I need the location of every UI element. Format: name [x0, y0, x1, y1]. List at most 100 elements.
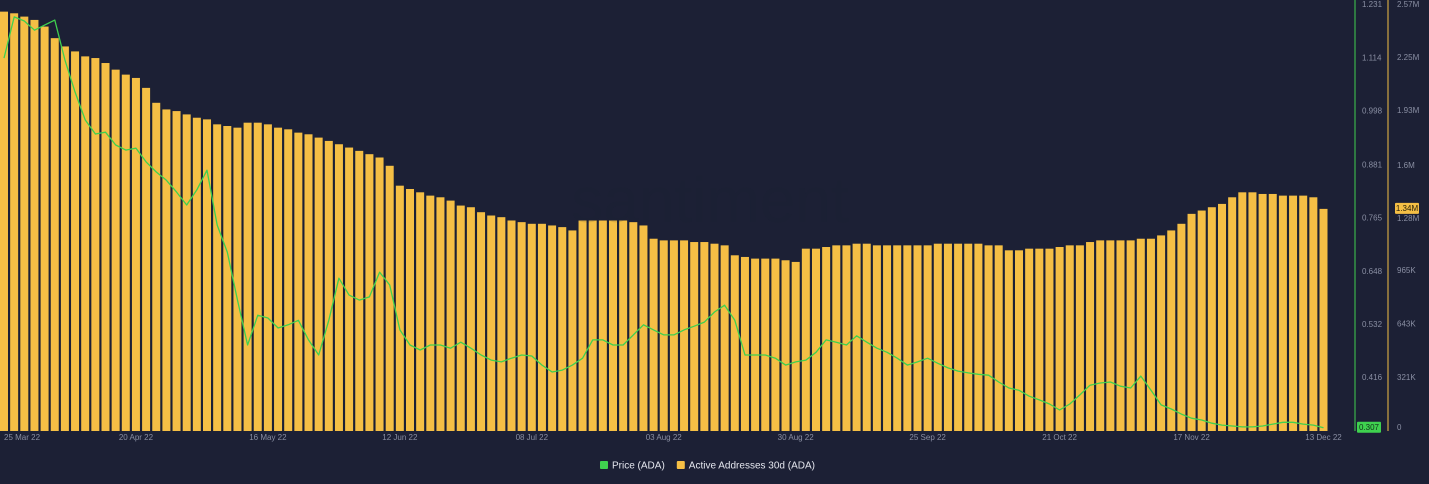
bar [436, 197, 445, 431]
bar [142, 87, 151, 431]
price-line [3, 16, 1324, 429]
bar [1289, 195, 1298, 431]
bar [71, 51, 80, 432]
aa-tick-label: 321K [1397, 373, 1416, 382]
bar [365, 154, 374, 432]
bar [182, 114, 191, 431]
price-tick-label: 1.114 [1362, 54, 1382, 63]
bar [101, 63, 110, 431]
bar [822, 247, 831, 431]
bar [497, 217, 506, 431]
bar [1187, 213, 1196, 431]
price-tick-label: 0.998 [1362, 107, 1383, 116]
bar [314, 137, 323, 432]
aa-tick-label: 1.28M [1397, 214, 1420, 223]
bar [720, 245, 729, 431]
bar [1015, 250, 1023, 431]
bar [477, 212, 486, 431]
price-tick-label: 0.648 [1362, 267, 1383, 276]
legend-label: Active Addresses 30d (ADA) [689, 461, 815, 472]
price-tick-label: 0.416 [1362, 373, 1383, 382]
price-last-box [1357, 421, 1381, 433]
aa-tick-label: 0 [1397, 423, 1402, 432]
bar [1248, 192, 1257, 431]
bar [1268, 193, 1277, 431]
bar [426, 195, 435, 431]
bar [994, 245, 1003, 431]
price-tick-label: 0.765 [1362, 213, 1383, 222]
bar [40, 26, 49, 431]
bar [10, 13, 19, 432]
bar [213, 124, 222, 431]
bar [121, 74, 130, 431]
bar [152, 102, 161, 431]
bar [852, 243, 861, 431]
bar [1106, 240, 1115, 431]
bar [893, 245, 902, 431]
bar [1299, 195, 1308, 431]
bar [284, 129, 293, 431]
x-tick-label: 16 May 22 [249, 433, 287, 442]
bar [203, 119, 211, 432]
bar [609, 220, 617, 431]
bar [791, 261, 800, 431]
bar [649, 238, 658, 431]
x-tick-label: 25 Sep 22 [909, 433, 946, 442]
bar [923, 245, 932, 431]
bar [1096, 240, 1105, 431]
bar [1167, 230, 1176, 431]
bar [274, 127, 283, 432]
bar [406, 188, 414, 431]
x-tick-label: 21 Oct 22 [1042, 433, 1077, 442]
bar [385, 165, 394, 431]
bar [1075, 245, 1084, 431]
x-tick-label: 25 Mar 22 [4, 433, 41, 442]
bar [304, 134, 313, 432]
bar [487, 215, 496, 431]
price-tick-label: 0.881 [1362, 160, 1383, 169]
x-tick-label: 08 Jul 22 [516, 433, 549, 442]
x-tick-label: 30 Aug 22 [778, 433, 815, 442]
bar [20, 16, 29, 431]
bar [558, 227, 567, 431]
bar [294, 132, 303, 431]
bar [872, 245, 881, 431]
bar [1055, 247, 1064, 431]
bar [50, 38, 59, 431]
bar [1177, 223, 1186, 431]
bar [761, 258, 770, 431]
bar [1065, 245, 1074, 431]
bar [619, 220, 628, 431]
bar [456, 205, 465, 431]
bar [954, 243, 963, 431]
bar [974, 243, 983, 431]
bar [517, 222, 526, 431]
bar [548, 225, 557, 431]
bar [1258, 193, 1267, 431]
bar [1045, 248, 1054, 431]
bar [751, 258, 760, 431]
bar [629, 222, 638, 431]
bar [680, 240, 689, 431]
aa-tick-label: 2.25M [1397, 53, 1420, 62]
bar [233, 127, 242, 432]
bar [781, 260, 790, 431]
bar [730, 255, 739, 431]
aa-last-box [1395, 202, 1419, 214]
bar [903, 245, 912, 431]
price-tick-label: 1.231 [1362, 0, 1383, 9]
bar [334, 144, 343, 431]
bar [446, 200, 455, 431]
watermark: santiment [571, 164, 849, 236]
aa-tick-label: 1.93M [1397, 106, 1420, 115]
bar [172, 111, 181, 431]
bar [192, 117, 201, 432]
bar [111, 69, 120, 432]
bar [588, 220, 597, 431]
bar [263, 124, 272, 431]
bar [883, 245, 892, 431]
bar [507, 220, 516, 431]
bar [1025, 248, 1034, 431]
